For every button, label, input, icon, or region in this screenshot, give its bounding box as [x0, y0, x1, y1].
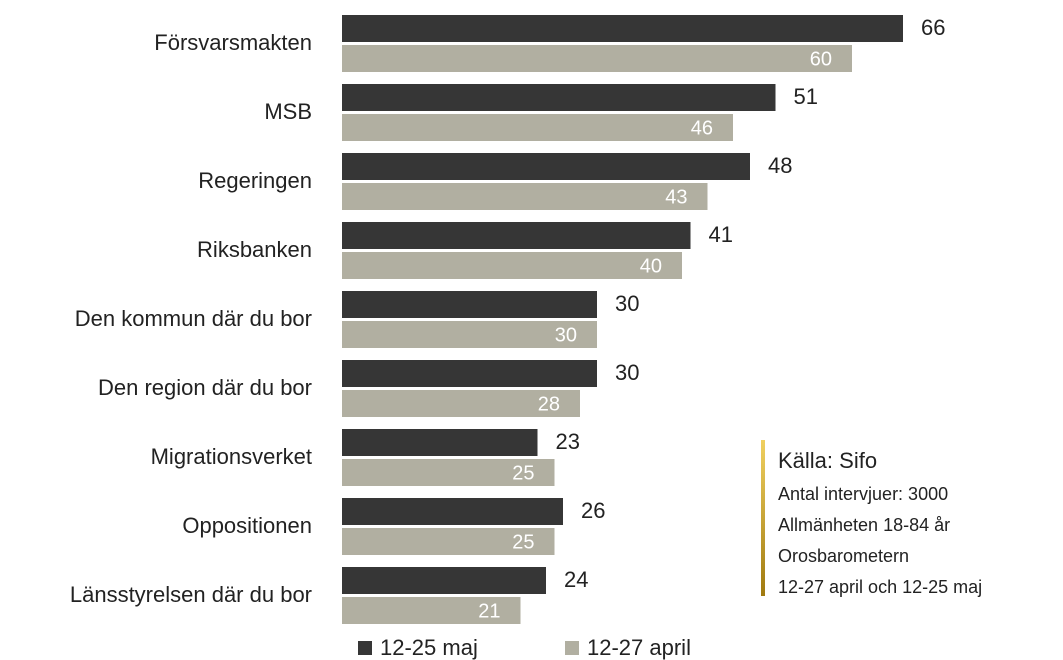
category-label: Länsstyrelsen där du bor [70, 582, 312, 607]
bar [342, 429, 538, 456]
value-label: 66 [921, 15, 945, 40]
bar [342, 222, 691, 249]
value-label: 25 [512, 462, 534, 484]
value-label: 30 [555, 324, 577, 346]
category-label: Den region där du bor [98, 375, 312, 400]
bar [342, 528, 555, 555]
category-label: Riksbanken [197, 237, 312, 262]
bar [342, 15, 903, 42]
bar [342, 153, 750, 180]
bar [342, 360, 597, 387]
legend-swatch [358, 641, 372, 655]
bar [342, 567, 546, 594]
legend-label: 12-27 april [587, 635, 691, 660]
value-label: 60 [810, 48, 832, 70]
value-label: 51 [794, 84, 818, 109]
value-label: 46 [691, 117, 713, 139]
source-line: Antal intervjuer: 3000 [778, 484, 948, 504]
value-label: 25 [512, 531, 534, 553]
source-title: Källa: Sifo [778, 448, 877, 473]
bar [342, 597, 521, 624]
bar [342, 45, 852, 72]
category-label: Regeringen [198, 168, 312, 193]
legend-swatch [565, 641, 579, 655]
bar [342, 252, 682, 279]
category-label: Den kommun där du bor [75, 306, 312, 331]
value-label: 24 [564, 567, 588, 592]
source-line: Orosbarometern [778, 546, 909, 566]
bar [342, 114, 733, 141]
bar [342, 291, 597, 318]
value-label: 28 [538, 393, 560, 415]
bar [342, 84, 776, 111]
value-label: 40 [640, 255, 662, 277]
value-label: 48 [768, 153, 792, 178]
value-label: 41 [709, 222, 733, 247]
category-label: Migrationsverket [151, 444, 312, 469]
legend-label: 12-25 maj [380, 635, 478, 660]
bar [342, 183, 708, 210]
bar [342, 390, 580, 417]
category-label: Försvarsmakten [154, 30, 312, 55]
category-label: Oppositionen [182, 513, 312, 538]
source-line: 12-27 april och 12-25 maj [778, 577, 982, 597]
source-bar [761, 440, 765, 596]
value-label: 30 [615, 291, 639, 316]
value-label: 30 [615, 360, 639, 385]
value-label: 21 [478, 600, 500, 622]
source-line: Allmänheten 18-84 år [778, 515, 950, 535]
category-label: MSB [264, 99, 312, 124]
value-label: 43 [665, 186, 687, 208]
value-label: 26 [581, 498, 605, 523]
bar [342, 459, 555, 486]
value-label: 23 [556, 429, 580, 454]
bar [342, 321, 597, 348]
bar [342, 498, 563, 525]
